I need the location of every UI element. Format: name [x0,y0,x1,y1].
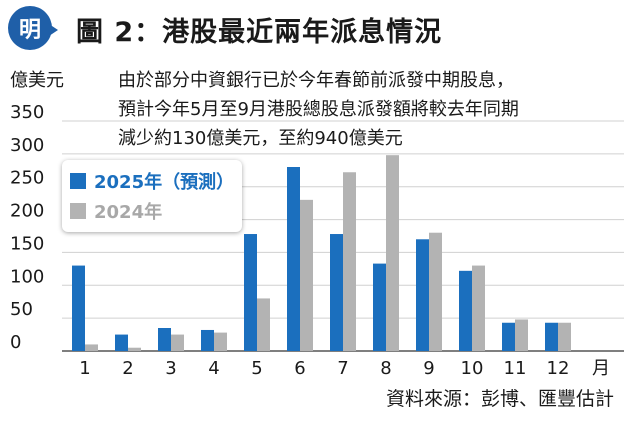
bar-2024 [214,332,227,351]
bar-2024 [558,322,571,351]
y-tick-label: 350 [10,102,44,123]
y-tick-label: 200 [10,201,44,222]
y-tick-label: 250 [10,168,44,189]
y-tick-label: 100 [10,266,44,287]
bar-2025 [72,265,85,351]
legend-label-2024: 2024年 [94,202,163,223]
x-tick-label: 8 [380,358,391,379]
annotation-line-3: 減少約130億美元，至約940億美元 [118,128,403,149]
y-tick-label: 300 [10,135,44,156]
bar-2025 [158,328,171,351]
legend-item-2025: 2025年（預測） [70,170,235,193]
x-tick-label: 1 [79,358,90,379]
legend-label-2025: 2025年（預測） [94,172,235,193]
bar-2025 [459,270,472,351]
bar-2025 [416,239,429,351]
bar-2025 [330,234,343,351]
y-tick-label: 50 [10,299,33,320]
x-tick-label: 3 [165,358,176,379]
x-tick-label: 6 [294,358,305,379]
legend-swatch-2025 [70,173,86,189]
source-note: 資料來源：彭博、匯豐估計 [385,388,614,410]
logo: 明 [8,6,52,50]
x-tick-label: 2 [122,358,133,379]
x-tick-label: 7 [337,358,348,379]
bar-2024 [171,334,184,351]
y-axis-label: 億美元 [10,70,64,91]
legend-item-2024: 2024年 [70,200,163,223]
logo-char: 明 [18,18,41,43]
y-tick-label: 150 [10,233,44,254]
bar-2025 [502,322,515,351]
logo-pointer [46,22,58,38]
header: 明 圖 2：港股最近兩年派息情況 [0,0,630,58]
bar-2024 [429,232,442,351]
x-tick-label: 12 [547,358,570,379]
chart-title: 圖 2：港股最近兩年派息情況 [76,17,443,48]
bar-2024 [343,172,356,351]
x-tick-label: 9 [423,358,434,379]
bar-2024 [515,319,528,351]
annotation-line-1: 由於部分中資銀行已於今年春節前派發中期股息， [118,70,514,91]
bar-2025 [287,167,300,351]
annotation-line-2: 預計今年5月至9月港股總股息派發額將較去年同期 [118,99,519,120]
x-tick-label: 5 [251,358,262,379]
bar-2024 [85,344,98,351]
bar-2024 [257,298,270,351]
bar-2025 [373,263,386,351]
x-tick-label: 4 [208,358,219,379]
bar-2025 [201,329,214,351]
y-tick-label: 0 [10,332,21,353]
bar-2024 [472,265,485,351]
x-tick-label: 10 [461,358,484,379]
x-axis-unit: 月 [592,358,610,379]
x-tick-label: 11 [504,358,527,379]
legend-swatch-2024 [70,203,86,219]
bar-2025 [115,334,128,351]
legend: 2025年（預測） 2024年 [62,160,242,232]
bar-2024 [386,155,399,351]
bar-2025 [244,234,257,351]
bar-2024 [300,199,313,351]
bar-2024 [128,347,141,351]
bar-2025 [545,322,558,351]
